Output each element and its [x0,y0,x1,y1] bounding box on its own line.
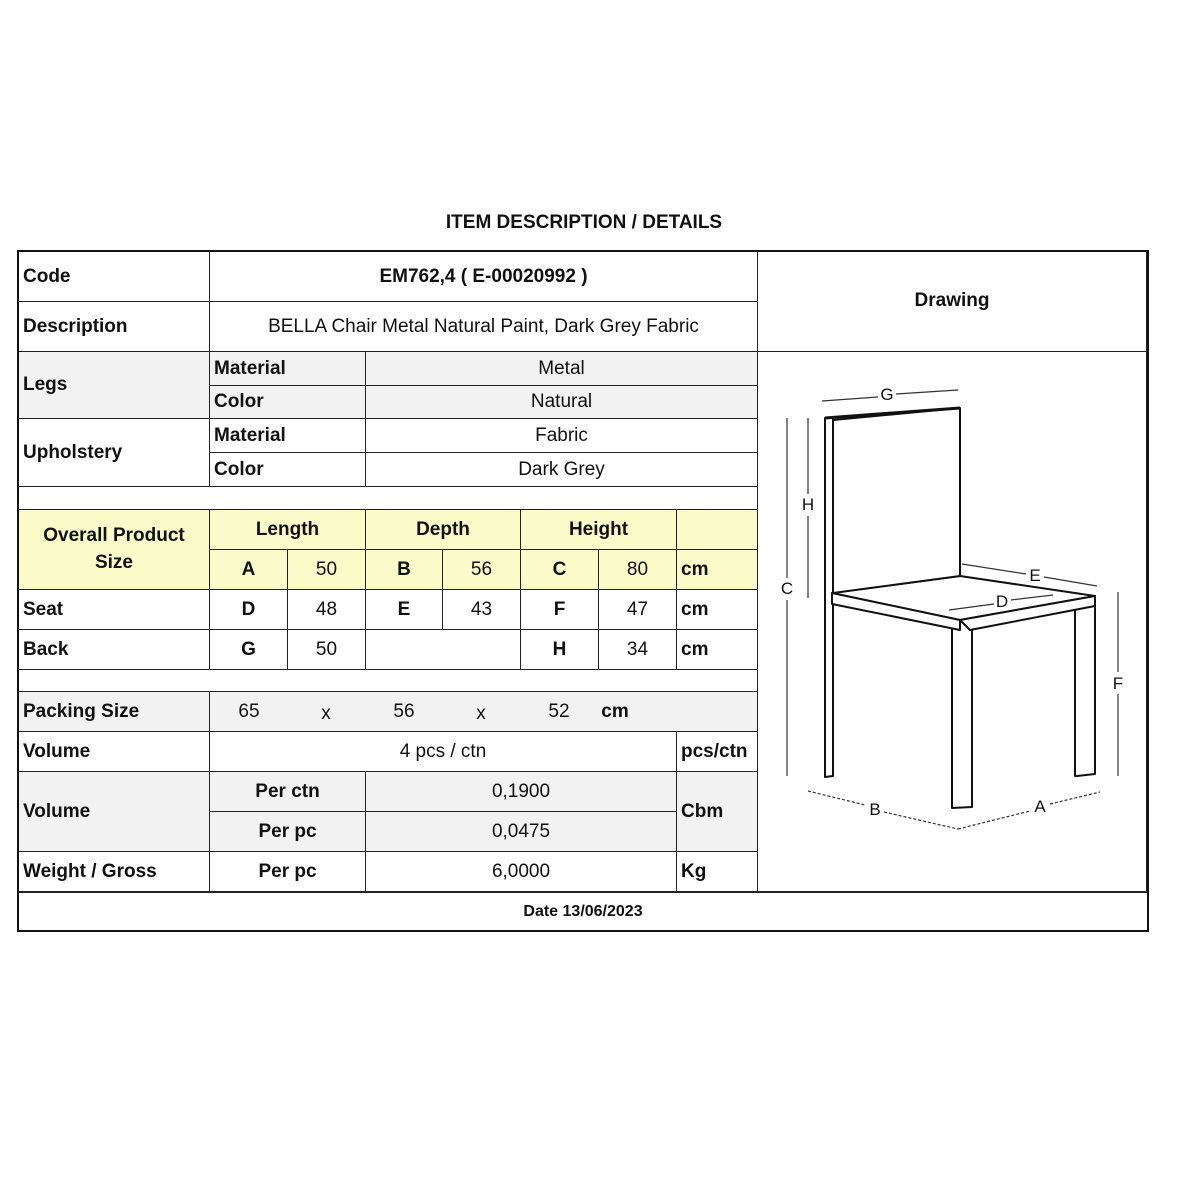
per-pc-label: Per pc [210,812,366,852]
upholstery-material: Fabric [366,419,758,453]
volume-cbm-label: Volume [19,772,210,852]
weight-unit: Kg [677,852,758,892]
blank-cell [366,630,521,670]
code-label: Code [19,252,210,302]
per-ctn-label: Per ctn [210,772,366,812]
dim-unit: cm [677,550,758,590]
label-a: A [1034,797,1046,816]
upholstery-label: Upholstery [19,419,210,487]
upholstery-material-label: Material [210,419,366,453]
dim-unit: cm [677,630,758,670]
packing-label: Packing Size [19,692,210,732]
dim-letter: H [521,630,599,670]
blank-header [677,510,758,550]
legs-color-label: Color [210,386,366,419]
dim-letter: F [521,590,599,630]
dim-letter: E [366,590,443,630]
dim-value: 56 [443,550,521,590]
legs-material: Metal [366,352,758,386]
packing-length: 65 [238,701,260,722]
label-d: D [995,592,1009,611]
per-pc-value: 0,0475 [366,812,677,852]
dim-value: 50 [288,630,366,670]
weight-label: Weight / Gross [19,852,210,892]
label-g: G [880,385,894,404]
dim-value: 80 [599,550,677,590]
label-h: H [801,495,815,514]
upholstery-color: Dark Grey [366,453,758,487]
spacer-row [19,487,758,510]
height-header: Height [521,510,677,550]
date-text: Date 13/06/2023 [523,902,643,920]
label-e: E [1029,566,1041,585]
weight-value: 6,0000 [366,852,677,892]
dim-letter: B [366,550,443,590]
dim-letter: C [521,550,599,590]
per-ctn-value: 0,1900 [366,772,677,812]
volume-cbm-unit: Cbm [677,772,758,852]
description-value: BELLA Chair Metal Natural Paint, Dark Gr… [210,302,758,352]
seat-label: Seat [19,590,210,630]
volume-pcs-unit: pcs/ctn [677,732,758,772]
dim-value: 43 [443,590,521,630]
packing-sep: x [476,703,486,724]
label-b: B [869,800,881,819]
legs-material-label: Material [210,352,366,386]
dim-value: 34 [599,630,677,670]
label-c: C [780,579,794,598]
packing-sep: x [321,703,331,724]
drawing-header: Drawing [758,252,1147,352]
length-header: Length [210,510,366,550]
packing-depth: 56 [393,701,415,722]
depth-header: Depth [366,510,521,550]
dim-value: 48 [288,590,366,630]
packing-values [210,692,758,732]
dim-unit: cm [677,590,758,630]
packing-unit: cm [601,701,629,722]
dim-value: 47 [599,590,677,630]
upholstery-color-label: Color [210,453,366,487]
legs-color: Natural [366,386,758,419]
weight-per-pc-label: Per pc [210,852,366,892]
code-value: EM762,4 ( E-00020992 ) [210,252,758,302]
drawing-cell [758,352,1147,892]
details-table [17,250,1149,932]
date-row: Date 13/06/2023 [19,892,1147,930]
dim-letter: A [210,550,288,590]
volume-pcs-label: Volume [19,732,210,772]
description-label: Description [19,302,210,352]
label-f: F [1112,674,1124,693]
dim-letter: G [210,630,288,670]
overall-size-label: Overall Product Size [19,510,210,590]
spacer-row [19,670,758,692]
legs-label: Legs [19,352,210,419]
back-label: Back [19,630,210,670]
dim-value: 50 [288,550,366,590]
page-title: ITEM DESCRIPTION / DETAILS [445,212,723,233]
volume-pcs-value: 4 pcs / ctn [210,732,677,772]
packing-height: 52 [548,701,570,722]
dim-letter: D [210,590,288,630]
